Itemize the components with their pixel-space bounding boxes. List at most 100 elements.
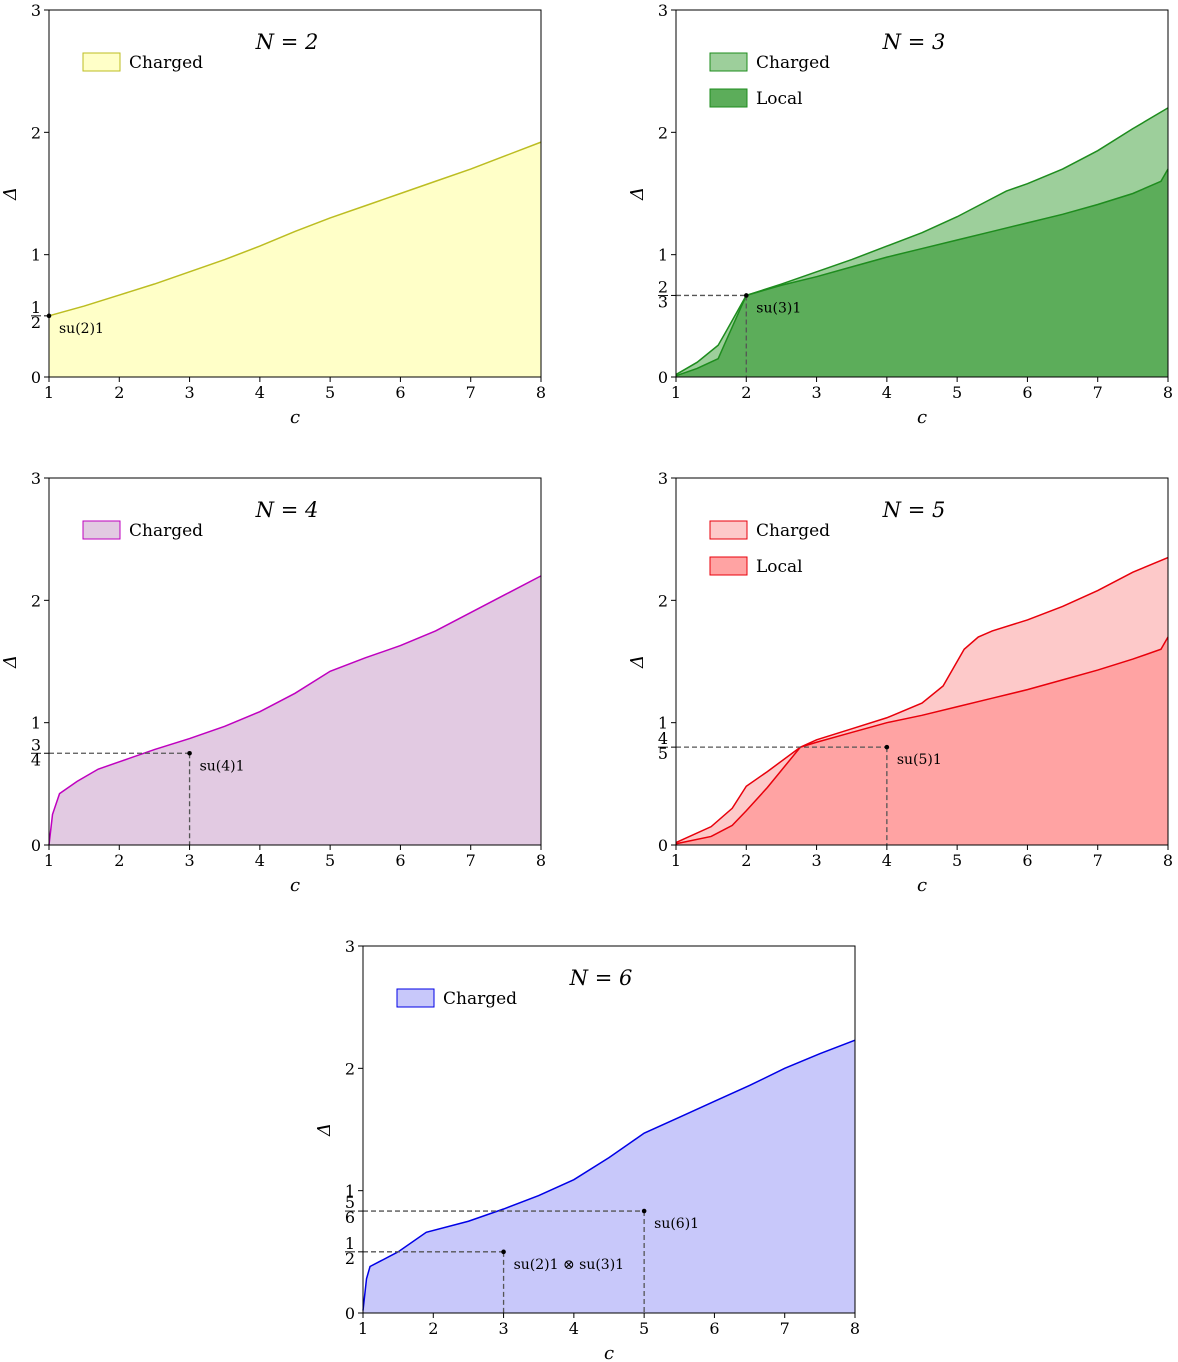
panel-title: N = 2 [255,30,319,54]
y-tick-label-fraction: 12 [345,1234,355,1268]
legend-swatch-charged [709,520,748,540]
x-tick-label: 5 [952,851,962,870]
y-tick-label: 2 [658,123,668,142]
x-axis-label: c [917,875,927,896]
x-tick-label: 7 [1093,851,1103,870]
y-tick-label: 1 [658,246,668,265]
x-tick-label: 1 [671,851,681,870]
y-tick-label-fraction: 56 [345,1193,355,1227]
legend-label: Local [756,557,803,577]
y-tick-label: 3 [658,469,668,488]
plot-frame [675,9,1169,378]
x-tick-label: 7 [466,851,476,870]
annotation-point [641,1208,647,1214]
y-axis-label: Δ [0,655,21,669]
line-charged [675,556,1169,844]
x-tick-label: 6 [395,851,405,870]
y-tick-label-fraction: 45 [658,729,668,763]
x-tick-label: 2 [741,851,751,870]
panel-title: N = 6 [569,966,633,990]
x-tick-label: 3 [184,851,194,870]
y-tick-label: 2 [31,591,41,610]
y-axis-label: Δ [627,655,648,669]
annotation-point [187,750,192,756]
y-tick-label: 0 [31,836,41,855]
x-tick-label: 7 [466,383,476,402]
x-tick-label: 7 [1093,383,1103,402]
y-tick-label-fraction-den: 6 [345,1208,355,1227]
line-charged [48,141,542,317]
x-tick-label: 8 [1163,383,1173,402]
y-axis-label: Δ [627,187,648,201]
y-axis-label: Δ [0,187,21,201]
x-tick-label: 1 [358,1319,368,1338]
y-tick-label: 2 [31,123,41,142]
y-tick-label: 0 [31,368,41,387]
y-tick-label: 0 [658,368,668,387]
plot-frame [48,477,542,846]
x-tick-label: 3 [184,383,194,402]
x-tick-label: 3 [811,851,821,870]
annotation-point [501,1249,506,1255]
y-tick-label-fraction: 12 [31,298,41,332]
annotation-point [884,744,890,750]
x-tick-label: 6 [709,1319,719,1338]
x-axis-label: c [290,407,300,428]
y-tick-label-fraction-num: 1 [31,298,41,317]
x-tick-label: 2 [114,383,124,402]
x-tick-label: 8 [850,1319,860,1338]
annotation-point [743,293,749,298]
y-tick-label: 0 [345,1304,355,1323]
x-tick-label: 2 [741,383,751,402]
annotation-label: su(4)1 [200,758,245,774]
area-charged [49,575,541,845]
legend-label: Charged [129,521,203,541]
x-tick-label: 3 [498,1319,508,1338]
x-tick-label: 1 [44,383,54,402]
y-tick-label: 1 [345,1182,355,1201]
legend-swatch-charged [396,988,435,1008]
line-charged [362,1039,856,1311]
x-tick-label: 4 [882,383,892,402]
y-tick-label: 2 [345,1059,355,1078]
area-charged [363,1040,855,1313]
annotation-label: su(6)1 [654,1216,699,1232]
legend-swatch-local [709,556,748,576]
legend-label: Charged [756,521,830,541]
plot-frame [48,9,542,378]
area-charged [49,142,541,377]
y-tick-label-fraction-num: 5 [345,1193,355,1212]
plot-frame [675,477,1169,846]
y-tick-label-fraction-den: 5 [658,744,668,763]
x-tick-label: 4 [569,1319,579,1338]
x-tick-label: 4 [255,383,265,402]
y-tick-label-fraction-num: 3 [31,735,41,754]
plot-frame [362,945,856,1314]
y-tick-label: 0 [658,836,668,855]
x-axis-label: c [604,1343,614,1362]
x-tick-label: 5 [639,1319,649,1338]
x-tick-label: 1 [44,851,54,870]
y-tick-label: 3 [31,469,41,488]
x-tick-label: 8 [536,383,546,402]
y-tick-label: 1 [31,246,41,265]
y-tick-label-fraction-den: 2 [31,313,41,332]
x-tick-label: 4 [882,851,892,870]
area-local [676,169,1168,377]
x-tick-label: 2 [114,851,124,870]
x-tick-label: 6 [1022,383,1032,402]
x-tick-label: 2 [428,1319,438,1338]
x-tick-label: 5 [325,383,335,402]
legend-label: Charged [443,989,517,1009]
y-tick-label-fraction-den: 3 [658,292,668,311]
y-tick-label-fraction-num: 4 [658,729,668,748]
x-tick-label: 1 [671,383,681,402]
annotation-label: su(5)1 [897,752,942,768]
line-local [675,168,1169,377]
y-tick-label: 1 [658,714,668,733]
legend-label: Local [756,89,803,109]
